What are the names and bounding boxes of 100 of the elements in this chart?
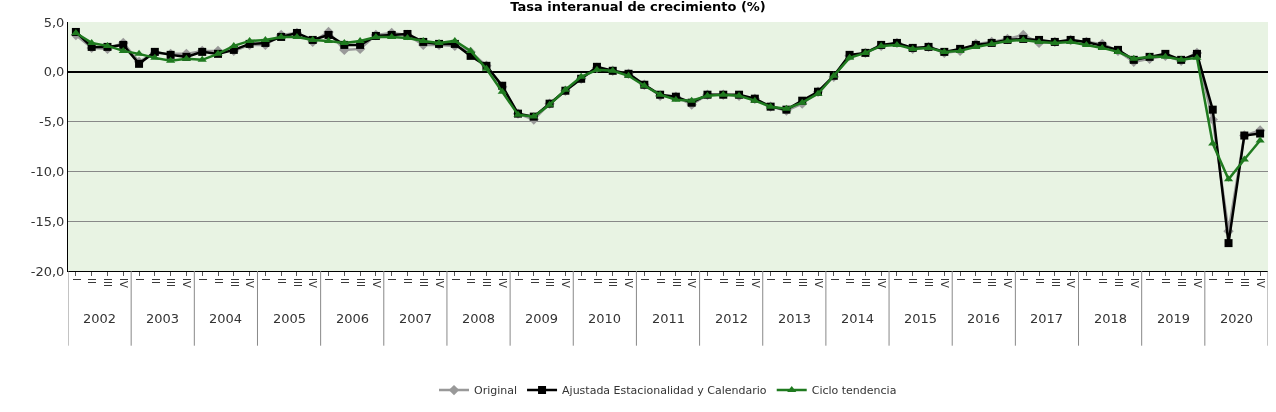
x-tick-label: II xyxy=(907,278,919,284)
text: 2019 xyxy=(1157,311,1191,326)
text: 2004 xyxy=(209,311,243,326)
x-tick-label: IV xyxy=(118,278,130,288)
text: 2006 xyxy=(336,311,370,326)
x-tick-label: II xyxy=(528,278,540,284)
text: 2017 xyxy=(1030,311,1064,326)
x-tick-label: III xyxy=(291,278,303,287)
x-tick-label: I xyxy=(575,278,587,281)
x-tick-label: I xyxy=(702,278,714,281)
legend-label: Ajustada Estacionalidad y Calendario xyxy=(562,384,767,398)
x-tick-label: II xyxy=(339,278,351,284)
x-tick-label: IV xyxy=(307,278,319,288)
x-tick-label: I xyxy=(828,278,840,281)
x-tick-label: III xyxy=(670,278,682,287)
x-tick-label: III xyxy=(607,278,619,287)
x-tick-label: II xyxy=(1223,278,1235,284)
x-tick-label: III xyxy=(1175,278,1187,287)
x-tick-label: II xyxy=(718,278,730,284)
x-tick-label: II xyxy=(212,278,224,284)
x-tick-label: I xyxy=(70,278,82,281)
x-tick-label: I xyxy=(449,278,461,281)
text: 2005 xyxy=(273,311,307,326)
x-tick-label: IV xyxy=(939,278,951,288)
y-tick-label: -5,0 xyxy=(39,114,65,130)
x-tick-label: II xyxy=(591,278,603,284)
x-tick-label: II xyxy=(970,278,982,284)
text: 2007 xyxy=(399,311,433,326)
legend-label: Ciclo tendencia xyxy=(811,384,897,398)
x-tick-label: I xyxy=(260,278,272,281)
text: 2009 xyxy=(525,311,559,326)
x-tick-label: II xyxy=(86,278,98,284)
text: 2010 xyxy=(588,311,622,326)
y-tick-label: 5,0 xyxy=(43,14,65,30)
x-tick-label: IV xyxy=(1002,278,1014,288)
x-tick-label: I xyxy=(891,278,903,281)
text: 2003 xyxy=(146,311,180,326)
x-tick-label: II xyxy=(402,278,414,284)
y-tick-label: -10,0 xyxy=(30,163,65,179)
x-tick-label: IV xyxy=(623,278,635,288)
x-tick-label: I xyxy=(954,278,966,281)
x-tick-label: IV xyxy=(875,278,887,288)
x-tick-label: IV xyxy=(749,278,761,288)
x-tick-label: II xyxy=(781,278,793,284)
x-tick-label: IV xyxy=(244,278,256,288)
text: 2018 xyxy=(1094,311,1128,326)
x-tick-label: I xyxy=(1081,278,1093,281)
x-tick-label: II xyxy=(275,278,287,284)
legend-label: Original xyxy=(474,384,518,398)
x-tick-label: III xyxy=(165,278,177,287)
y-tick-label: 0,0 xyxy=(43,64,65,80)
x-tick-label: II xyxy=(1160,278,1172,284)
x-tick-label: IV xyxy=(181,278,193,288)
x-tick-label: II xyxy=(1033,278,1045,284)
x-tick-label: II xyxy=(1096,278,1108,284)
x-tick-label: III xyxy=(1239,278,1251,287)
text: 2011 xyxy=(652,311,686,326)
x-tick-label: I xyxy=(1018,278,1030,281)
x-tick-label: I xyxy=(639,278,651,281)
x-tick-label: I xyxy=(1144,278,1156,281)
x-tick-label: III xyxy=(1112,278,1124,287)
chart-title: Tasa interanual de crecimiento (%) xyxy=(510,0,766,15)
x-tick-label: IV xyxy=(812,278,824,288)
x-tick-label: II xyxy=(844,278,856,284)
text: 2015 xyxy=(904,311,938,326)
x-tick-label: I xyxy=(512,278,524,281)
x-tick-label: III xyxy=(228,278,240,287)
text: 2020 xyxy=(1220,311,1254,326)
x-tick-label: I xyxy=(765,278,777,281)
x-tick-label: III xyxy=(733,278,745,287)
x-tick-label: IV xyxy=(1191,278,1203,288)
x-tick-label: III xyxy=(860,278,872,287)
x-tick-label: III xyxy=(418,278,430,287)
x-tick-label: II xyxy=(149,278,161,284)
x-tick-label: I xyxy=(1207,278,1219,281)
x-tick-label: I xyxy=(196,278,208,281)
x-tick-label: III xyxy=(544,278,556,287)
x-tick-label: IV xyxy=(560,278,572,288)
text: 2014 xyxy=(841,311,875,326)
text: 2016 xyxy=(967,311,1001,326)
text: 2008 xyxy=(462,311,496,326)
text: 2013 xyxy=(778,311,812,326)
x-tick-label: IV xyxy=(496,278,508,288)
x-tick-label: III xyxy=(481,278,493,287)
x-tick-label: III xyxy=(923,278,935,287)
x-tick-label: IV xyxy=(686,278,698,288)
x-tick-label: IV xyxy=(433,278,445,288)
x-tick-label: II xyxy=(654,278,666,284)
x-tick-label: IV xyxy=(370,278,382,288)
x-tick-label: III xyxy=(354,278,366,287)
y-tick-label: -20,0 xyxy=(30,263,65,279)
y-tick-label: -15,0 xyxy=(30,213,65,229)
x-tick-label: I xyxy=(323,278,335,281)
x-tick-label: III xyxy=(796,278,808,287)
x-tick-label: I xyxy=(386,278,398,281)
x-tick-label: IV xyxy=(1254,278,1266,288)
text: 2012 xyxy=(715,311,749,326)
x-tick-label: IV xyxy=(1065,278,1077,288)
text: 2002 xyxy=(83,311,117,326)
x-tick-label: III xyxy=(986,278,998,287)
